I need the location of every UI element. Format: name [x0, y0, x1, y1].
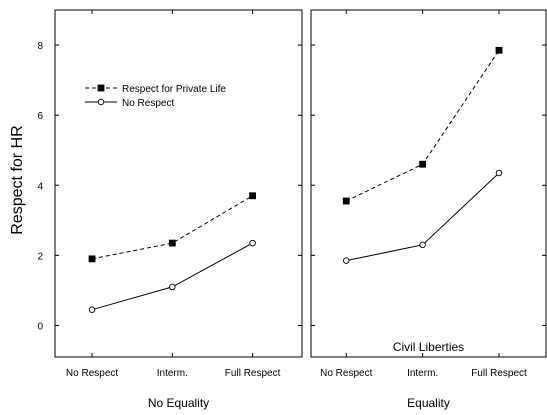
y-tick-label: 0 [37, 321, 43, 332]
panel-title: No Equality [148, 396, 209, 410]
data-point-1 [88, 306, 96, 313]
data-point-0 [495, 46, 503, 54]
x-tick-label: Full Respect [225, 368, 281, 379]
plot-frame-0 [54, 9, 303, 358]
series-line-1 [91, 242, 253, 311]
y-tick-label: 2 [37, 251, 43, 262]
data-point-0 [249, 192, 257, 200]
legend-marker-0 [97, 84, 105, 92]
data-point-1 [249, 239, 256, 247]
series-line-0 [91, 195, 253, 260]
data-point-1 [495, 169, 503, 177]
y-tick-label: 4 [37, 181, 43, 192]
panel-inner-label: Civil Liberties [393, 340, 464, 354]
data-point-0 [88, 255, 96, 263]
x-tick-label: Interm. [407, 368, 438, 379]
data-point-0 [168, 239, 176, 247]
x-tick-label: Full Respect [471, 368, 527, 379]
x-tick-label: No Respect [66, 368, 118, 379]
y-axis-label: Respect for HR [9, 125, 26, 234]
x-tick-label: Interm. [157, 368, 188, 379]
data-point-1 [343, 257, 350, 264]
data-point-0 [342, 197, 350, 205]
data-point-1 [169, 283, 176, 291]
legend-marker-1 [97, 98, 105, 106]
data-point-1 [419, 241, 426, 249]
legend-label-1: No Respect [122, 98, 174, 109]
data-point-0 [419, 160, 427, 168]
y-tick-label: 8 [37, 41, 43, 52]
series-line-0 [346, 50, 500, 202]
legend-label-0: Respect for Private Life [122, 84, 226, 95]
panel-title: Equality [407, 396, 450, 410]
x-tick-label: No Respect [320, 368, 372, 379]
plot-frame-1 [310, 9, 547, 358]
y-tick-label: 6 [37, 111, 43, 122]
